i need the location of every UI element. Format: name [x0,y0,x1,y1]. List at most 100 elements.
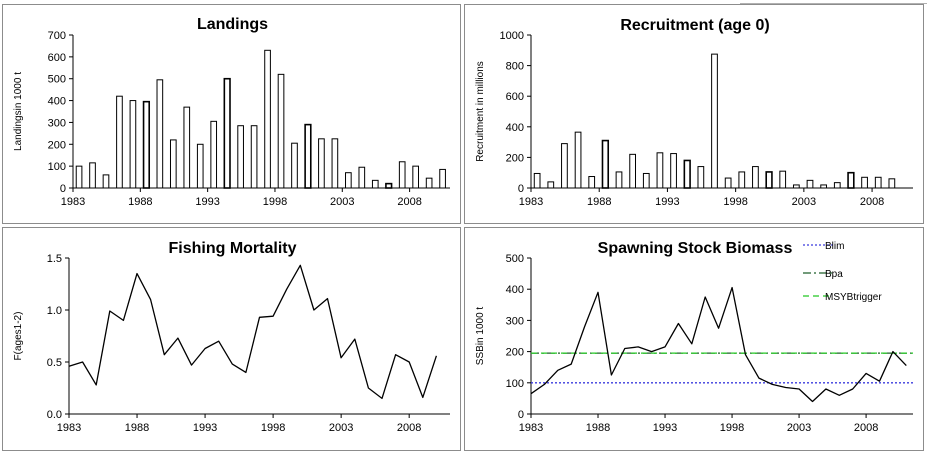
y-tick-label: 400 [506,284,524,296]
bar [250,125,258,189]
bar [533,172,541,189]
x-tick-label: 1988 [587,196,611,208]
bar [358,166,366,189]
x-tick-label: 1993 [195,196,219,208]
bar [561,143,568,189]
bar [683,159,691,189]
y-tick-label: 500 [48,74,66,86]
bar [779,170,787,189]
y-tick-label: 400 [506,122,524,134]
bar [642,172,650,189]
bar [89,162,96,189]
bar [371,179,379,189]
bar [547,181,555,189]
bar [102,174,110,189]
y-tick-label: 200 [506,152,524,164]
x-tick-label: 2008 [397,422,421,434]
bar [601,139,610,189]
top-frame-strip [740,0,927,4]
x-tick-label: 1993 [193,422,217,434]
bar [656,152,664,189]
bar [156,79,164,189]
bar [425,177,433,189]
bar [291,142,298,189]
bar [588,176,596,189]
y-axis-label: Landingsin 1000 t [13,72,24,151]
bar [277,73,285,189]
series-line [68,264,438,400]
y-tick-label: 0 [60,183,66,195]
legend-label: Blim [825,241,844,252]
y-tick-label: 400 [48,96,66,108]
bar [183,106,191,189]
x-tick-label: 1998 [720,422,744,434]
bar [237,125,244,189]
bar [169,139,177,189]
landings-panel: Landings 0 100 200 300 400 500 600 700 1983 1988 19… [2,4,461,224]
y-tick-label: 0 [518,409,524,421]
bar [116,95,123,189]
bar [196,143,204,189]
bar [888,178,896,189]
chart-title: Recruitment (age 0) [620,17,769,34]
y-tick-label: 200 [506,347,524,359]
y-tick-label: 300 [506,315,524,327]
x-tick-label: 1988 [128,196,152,208]
x-tick-label: 2003 [330,196,354,208]
y-tick-label: 0.0 [47,409,62,421]
x-tick-label: 1988 [125,422,149,434]
y-tick-label: 700 [48,30,66,42]
landings-chart: Landings 0 100 200 300 400 500 600 700 1983 1988 19… [13,16,450,208]
bar [765,171,773,189]
legend-label: MSYBtrigger [825,292,882,303]
y-tick-label: 0.5 [47,357,62,369]
bar [711,53,718,189]
bar [792,184,800,189]
bar [874,176,882,189]
bar [318,138,325,189]
bar [833,182,841,189]
bar [398,161,406,189]
y-tick-label: 1.0 [47,305,62,317]
y-tick-label: 100 [506,378,524,390]
chart-title: Landings [197,16,268,33]
x-tick-label: 2008 [397,196,421,208]
bar [752,166,759,189]
bar [820,184,828,189]
y-tick-label: 600 [48,52,66,64]
y-axis-label: F(ages1-2) [13,312,24,361]
y-axis-label: Recruitment in millions [475,61,486,162]
x-tick-label: 1998 [263,196,287,208]
legend-label: Bpa [825,269,843,280]
series-line [530,286,907,403]
y-tick-label: 600 [506,91,524,103]
bar [615,171,623,189]
x-tick-label: 2008 [860,196,884,208]
bar [345,172,352,189]
y-tick-label: 0 [518,183,524,195]
x-tick-label: 1993 [653,422,677,434]
bar [806,179,814,189]
bar [75,165,83,189]
y-tick-label: 100 [48,161,66,173]
bar [331,138,339,189]
bar [697,166,705,189]
chart-title: Spawning Stock Biomass [598,240,793,257]
y-tick-label: 500 [506,253,524,265]
y-tick-label: 300 [48,117,66,129]
bar [210,120,218,189]
bar [738,171,746,189]
bar [264,49,271,189]
x-tick-label: 1983 [61,196,85,208]
x-tick-label: 2008 [854,422,878,434]
x-tick-label: 1983 [57,422,81,434]
y-tick-label: 800 [506,61,524,73]
bar [129,100,137,189]
x-tick-label: 1998 [723,196,747,208]
recruitment-chart: Recruitment (age 0) 0 200 400 600 800 1000 1983… [475,17,913,208]
x-tick-label: 2003 [787,422,811,434]
x-tick-label: 1988 [586,422,610,434]
y-tick-label: 200 [48,139,66,151]
fishing-mortality-panel: Fishing Mortality 0.0 0.5 1.0 1.5 1983 1988 199… [2,227,461,451]
x-tick-label: 2003 [329,422,353,434]
